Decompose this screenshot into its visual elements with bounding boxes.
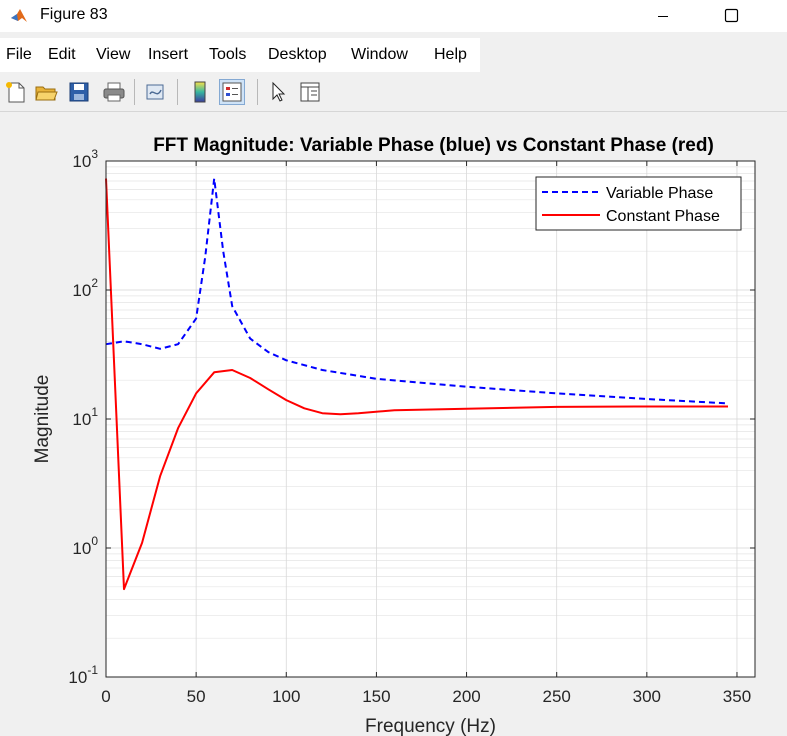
colorbar-icon <box>194 81 206 103</box>
series-line-constant-phase <box>105 178 728 591</box>
pointer-button[interactable] <box>265 79 291 105</box>
minimize-icon <box>658 16 668 17</box>
property-editor-button[interactable] <box>297 79 323 105</box>
toolbar-separator <box>257 79 258 105</box>
print-button[interactable] <box>101 79 127 105</box>
maximize-button[interactable] <box>708 0 754 32</box>
menu-file[interactable]: File <box>6 46 32 63</box>
y-tick-label: 103 <box>72 147 98 171</box>
minimize-button[interactable] <box>640 0 686 32</box>
link-plot-icon <box>146 84 164 100</box>
save-icon <box>69 82 89 102</box>
y-tick-label: 10-1 <box>68 663 98 687</box>
menu-tools[interactable]: Tools <box>209 46 247 63</box>
property-editor-icon <box>300 82 320 102</box>
x-tick-label: 0 <box>101 687 110 706</box>
legend-box <box>535 176 742 231</box>
colorbar-button[interactable] <box>187 79 213 105</box>
figure-canvas: 0 50 100 150 200 250 300 350 10-1 100 101 102 103 FFT… <box>0 112 787 736</box>
x-tick-label: 200 <box>452 687 480 706</box>
toolbar-separator <box>177 79 178 105</box>
legend-button[interactable] <box>219 79 245 105</box>
pointer-icon <box>272 81 286 102</box>
save-button[interactable] <box>66 79 92 105</box>
maximize-icon <box>724 8 739 23</box>
x-tick-label: 50 <box>187 687 206 706</box>
fft-chart: 0 50 100 150 200 250 300 350 10-1 100 101 102 103 FFT… <box>32 135 756 736</box>
y-tick-label: 102 <box>72 276 98 300</box>
menu-view[interactable]: View <box>96 46 131 63</box>
menu-insert[interactable]: Insert <box>148 46 189 63</box>
toolbar-separator <box>134 79 135 105</box>
figure-toolbar <box>0 73 787 112</box>
x-tick-label: 300 <box>633 687 661 706</box>
y-axis-label: Magnitude <box>32 375 53 464</box>
x-axis-label: Frequency (Hz) <box>365 716 496 736</box>
x-tick-label: 250 <box>543 687 571 706</box>
open-file-button[interactable] <box>33 79 59 105</box>
menu-desktop[interactable]: Desktop <box>268 46 327 63</box>
x-tick-label: 350 <box>723 687 751 706</box>
menu-edit[interactable]: Edit <box>48 46 76 63</box>
window-titlebar: Figure 83 <box>0 0 787 32</box>
legend-entry-label: Constant Phase <box>606 208 720 225</box>
menu-help[interactable]: Help <box>434 46 467 63</box>
new-figure-icon <box>6 82 25 103</box>
print-icon <box>103 82 125 102</box>
menu-bar: File Edit View Insert Tools Desktop Wind… <box>0 38 480 72</box>
y-tick-label: 100 <box>72 534 98 558</box>
chart-title: FFT Magnitude: Variable Phase (blue) vs … <box>153 135 714 156</box>
legend-icon <box>222 82 242 102</box>
link-plot-button[interactable] <box>143 79 169 105</box>
menu-window[interactable]: Window <box>351 46 408 63</box>
open-file-icon <box>35 86 58 101</box>
matlab-logo-icon <box>11 9 27 22</box>
y-tick-label: 101 <box>72 405 98 429</box>
window-title: Figure 83 <box>40 6 108 23</box>
x-tick-label: 100 <box>272 687 300 706</box>
series-line-variable-phase <box>105 177 729 405</box>
legend-entry-label: Variable Phase <box>606 185 713 202</box>
new-figure-button[interactable] <box>3 79 29 105</box>
x-tick-label: 150 <box>362 687 390 706</box>
